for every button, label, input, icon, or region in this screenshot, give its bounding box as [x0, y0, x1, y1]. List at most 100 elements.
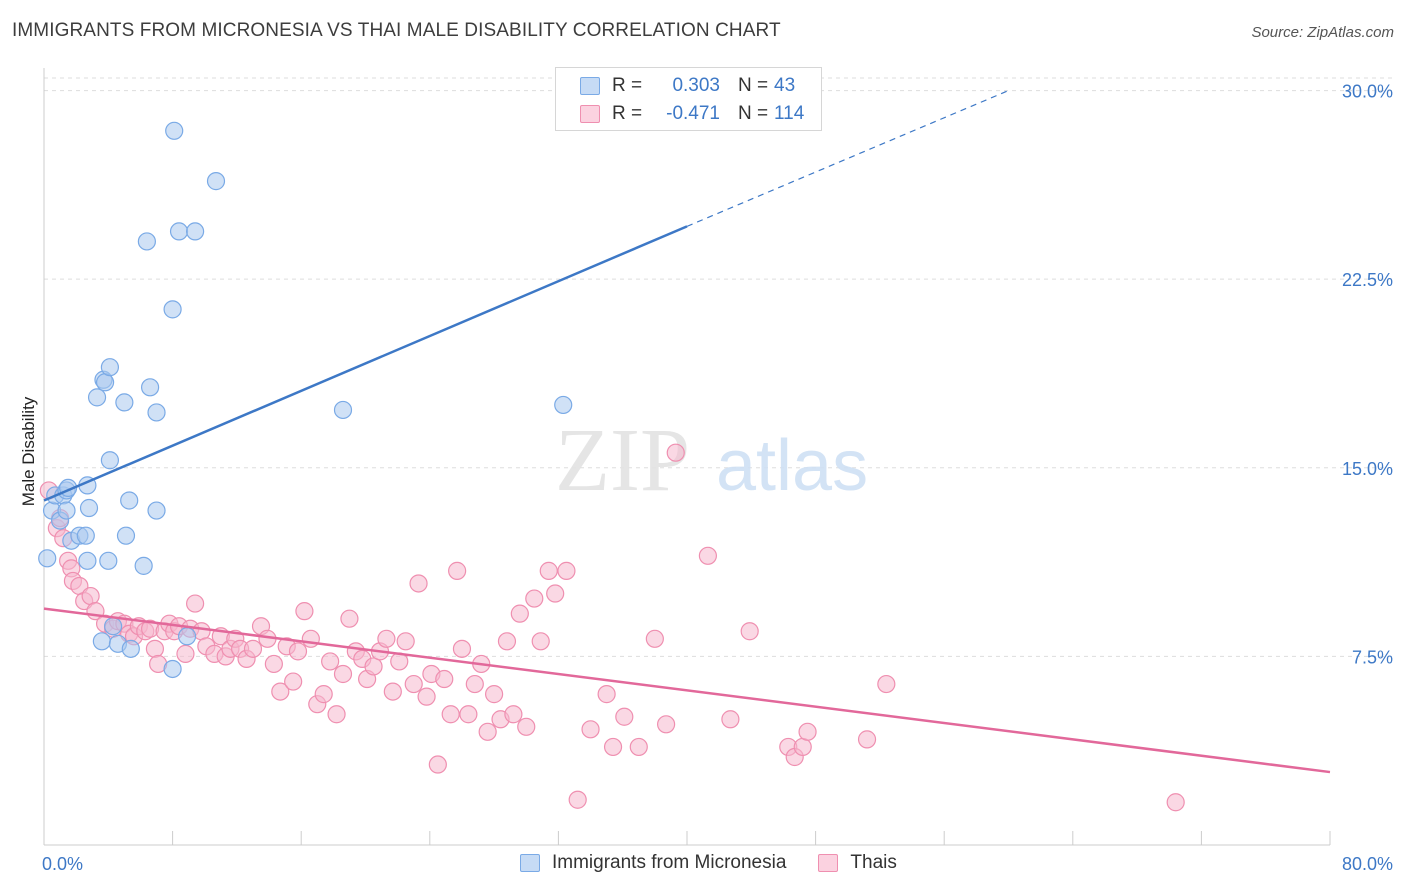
- micronesia-point: [115, 393, 134, 412]
- thais-point: [1166, 793, 1185, 812]
- y-tick-label: 22.5%: [1342, 270, 1393, 290]
- thais-point: [441, 705, 460, 724]
- micronesia-point: [100, 358, 120, 377]
- micronesia-point: [206, 172, 226, 191]
- thais-point: [698, 546, 717, 565]
- micronesia-point: [333, 400, 353, 420]
- thais-point: [645, 629, 664, 648]
- micronesia-point: [163, 659, 182, 679]
- micronesia-point: [137, 232, 156, 251]
- thais-point: [603, 737, 623, 757]
- thais-point: [264, 654, 283, 674]
- legend-r-label: R =: [612, 103, 643, 124]
- series-swatch-micronesia: [520, 854, 540, 872]
- micronesia-point: [134, 556, 153, 575]
- thais-point: [243, 639, 263, 658]
- thais-point: [448, 561, 467, 580]
- micronesia-point: [186, 222, 205, 241]
- series-swatch-thais: [818, 854, 839, 872]
- series-legend-thais[interactable]: Thais: [818, 852, 897, 874]
- y-tick-label: 15.0%: [1342, 459, 1393, 479]
- thais-point: [465, 674, 484, 694]
- thais-point: [176, 644, 195, 663]
- legend-n-label: N =: [738, 75, 769, 96]
- thais-point: [531, 632, 550, 651]
- y-tick-label: 7.5%: [1352, 647, 1393, 667]
- thais-point: [301, 629, 320, 648]
- micronesia-point: [554, 395, 573, 415]
- thais-point: [568, 790, 587, 809]
- micronesia-point: [95, 373, 115, 392]
- legend-row-thais: R = -0.471 N = 114: [580, 102, 804, 126]
- thais-point: [404, 674, 423, 694]
- source-label: Source: ZipAtlas.com: [1251, 24, 1394, 41]
- micronesia-point: [163, 300, 182, 319]
- thais-point: [288, 642, 308, 661]
- micronesia-point: [78, 551, 97, 570]
- y-axis-label: Male Disability: [19, 396, 38, 506]
- micronesia-point: [147, 403, 166, 422]
- series-legend-micronesia[interactable]: Immigrants from Micronesia: [520, 852, 786, 874]
- thais-point: [321, 652, 340, 671]
- thais-point: [546, 584, 565, 603]
- thais-trend-line: [43, 607, 1331, 774]
- micronesia-point: [177, 627, 197, 646]
- thais-point: [145, 639, 165, 658]
- series-legend: Immigrants from Micronesia Thais: [520, 852, 929, 874]
- legend-n-value: 114: [774, 103, 805, 124]
- thais-point: [383, 682, 402, 701]
- thais-point: [364, 657, 383, 676]
- micronesia-point: [92, 632, 111, 651]
- legend-r-value: -0.471: [666, 103, 720, 124]
- thais-point: [417, 687, 436, 706]
- gridlines: [44, 77, 1392, 657]
- micronesia-point: [100, 451, 120, 470]
- thais-point: [271, 682, 290, 701]
- micronesia-point: [169, 222, 189, 241]
- thais-point: [340, 609, 359, 628]
- y-tick-label: 30.0%: [1342, 82, 1393, 102]
- micronesia-point: [120, 491, 139, 510]
- thais-point: [377, 629, 396, 648]
- legend-swatch-thais: [580, 105, 600, 123]
- thais-point: [295, 602, 314, 621]
- chart-title: IMMIGRANTS FROM MICRONESIA VS THAI MALE …: [12, 20, 781, 41]
- thais-point: [657, 715, 676, 734]
- thais-point: [798, 722, 817, 741]
- legend-swatch-micronesia: [580, 77, 600, 95]
- trend-lines: [43, 90, 1331, 774]
- thais-point: [721, 710, 740, 729]
- axes: [43, 68, 1331, 846]
- x-tick-label-min: 0.0%: [42, 854, 83, 874]
- thais-point: [517, 717, 536, 736]
- thais-point: [409, 574, 428, 593]
- thais-point: [186, 594, 205, 613]
- legend-r-label: R =: [612, 75, 643, 96]
- thais-point: [485, 685, 504, 704]
- thais-point: [539, 561, 558, 580]
- thais-point: [510, 604, 529, 623]
- thais-point: [459, 705, 478, 724]
- thais-point: [877, 674, 896, 694]
- watermark-atlas: atlas: [716, 426, 868, 506]
- micronesia-point: [116, 526, 136, 545]
- thais-point: [284, 672, 303, 691]
- thais-point: [428, 755, 447, 774]
- thais-point: [81, 586, 100, 606]
- thais-point: [478, 722, 497, 741]
- series-label-micronesia: Immigrants from Micronesia: [552, 852, 787, 873]
- micronesia-point: [87, 388, 107, 407]
- legend-r-value: 0.303: [672, 75, 720, 96]
- watermark: ZIP atlas: [555, 411, 868, 510]
- thais-point: [497, 632, 517, 651]
- micronesia-point: [99, 551, 118, 570]
- thais-point: [333, 664, 353, 684]
- thais-point: [597, 685, 616, 704]
- series-label-thais: Thais: [850, 852, 897, 873]
- thais-point: [629, 737, 648, 757]
- thais-point: [327, 705, 346, 724]
- micronesia-point: [165, 121, 184, 140]
- thais-point: [581, 720, 600, 739]
- thais-point: [793, 737, 812, 757]
- thais-point: [525, 589, 544, 608]
